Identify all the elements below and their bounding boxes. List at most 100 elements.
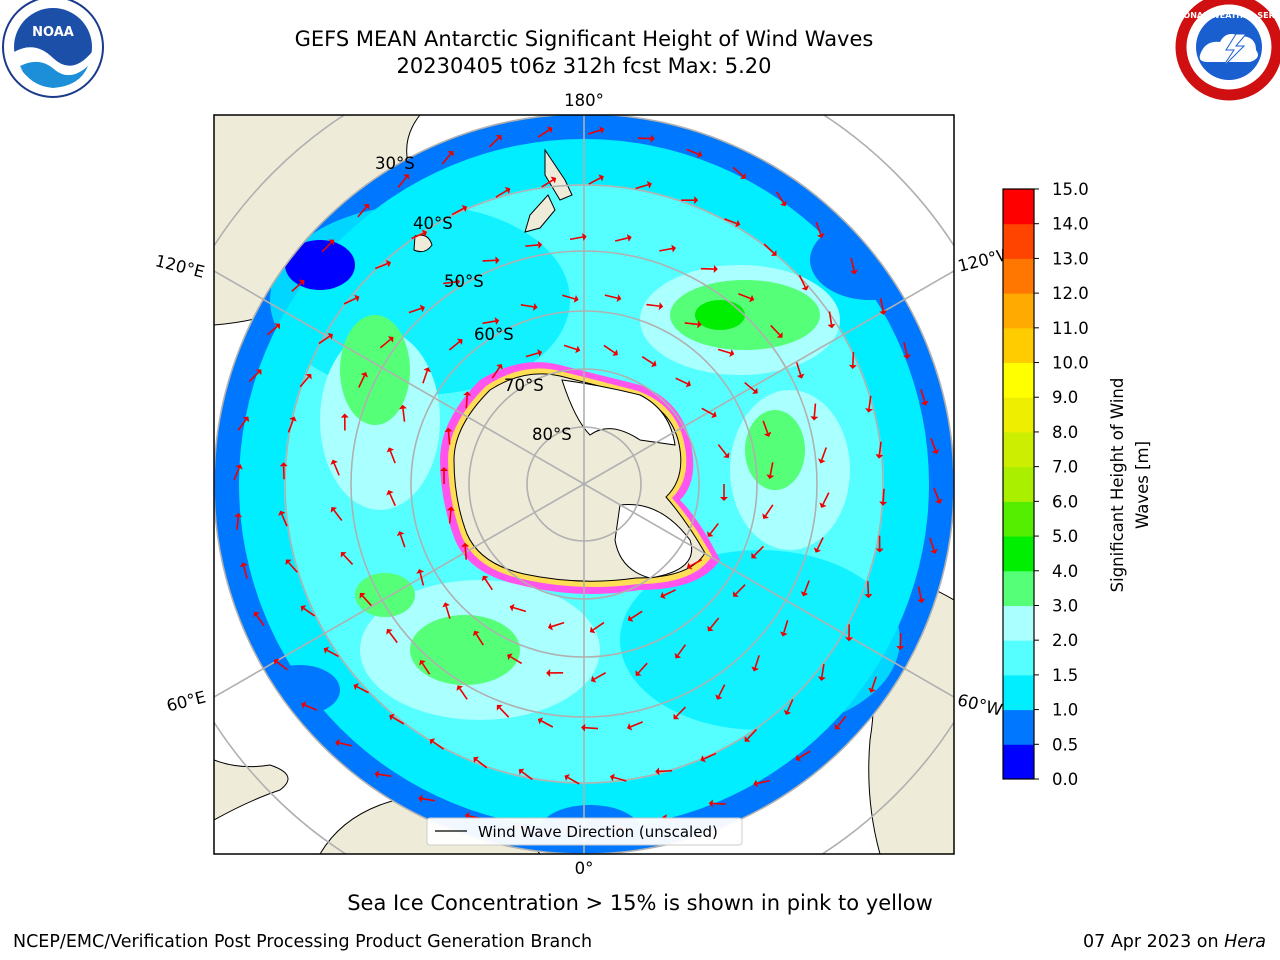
lon-label-60e: 60°E	[165, 687, 208, 715]
wave-arrow-shaft	[852, 352, 855, 366]
noaa-logo: NOAA	[2, 0, 104, 98]
wave-arrow-shaft	[613, 776, 627, 782]
colorbar-swatch	[1003, 466, 1034, 502]
wave-arrow-head	[627, 614, 634, 622]
wave-arrow-head	[903, 354, 911, 359]
wave-arrow-head	[403, 174, 410, 180]
wave-arrow-head	[274, 323, 281, 330]
wave-arrow-head	[279, 462, 288, 467]
lon-label-60w: 60°W	[956, 690, 1005, 719]
lat-label-60s: 60°S	[474, 325, 514, 344]
wave-arrow-shaft	[343, 554, 354, 565]
wave-arrow-head	[473, 756, 479, 763]
wave-arrow-shaft	[646, 303, 660, 307]
wave-arrow-head	[751, 666, 759, 672]
wave-arrow-shaft	[867, 581, 870, 595]
wave-arrow-shaft	[763, 243, 775, 254]
colorbar-tick-label: 2.0	[1052, 631, 1078, 650]
wave-arrow-head	[671, 244, 677, 253]
wave-arrow-shaft	[775, 191, 785, 204]
wave-arrow-head	[423, 367, 431, 373]
colorbar-tick-label: 10.0	[1052, 354, 1089, 373]
wave-arrow-shaft	[732, 166, 744, 177]
wave-arrow-head	[456, 338, 463, 345]
wave-arrow-shaft	[717, 444, 727, 456]
wave-arrow-head	[387, 336, 394, 343]
colorbar-tick-label: 8.0	[1052, 423, 1078, 442]
wave-arrow-shaft	[828, 311, 833, 325]
chart-title: GEFS MEAN Antarctic Significant Height o…	[294, 27, 874, 51]
wave-arrow-head	[360, 372, 368, 378]
wave-arrow-head	[374, 770, 380, 779]
wave-arrow-shaft	[735, 584, 746, 595]
wave-arrow-head	[875, 548, 884, 553]
wave-arrow-head	[740, 172, 746, 179]
wave-arrow-shaft	[786, 699, 794, 712]
wave-arrow-head	[707, 625, 714, 632]
wave-arrow-shaft	[929, 537, 935, 551]
wave-arrow-head	[447, 150, 454, 157]
wave-arrow-shaft	[540, 720, 554, 728]
wave-arrow-head	[723, 452, 730, 458]
colorbar: 0.0 0.5 1.0 1.5 2.0 3.0 4.0 5.0 6.0 7.0 8.0 9.0 10.0…	[1002, 180, 1089, 789]
wave-arrow-head	[455, 277, 461, 286]
wave-arrow-shaft	[459, 688, 468, 700]
wave-arrow-shaft	[357, 206, 367, 218]
wave-arrow-shaft	[569, 236, 583, 241]
wave-arrow-head	[694, 196, 699, 205]
footer-credit: NCEP/EMC/Verification Post Processing Pr…	[13, 932, 593, 952]
lat-label-80s: 80°S	[532, 425, 572, 444]
wave-arrow-head	[729, 349, 735, 357]
wave-arrow-shaft	[419, 572, 425, 586]
nws-logo: NATIONAL WEATHER SERVICE	[1163, 0, 1280, 101]
wave-arrow-head	[850, 269, 858, 275]
wave-arrow-head	[323, 646, 330, 654]
wave-arrow-head	[673, 713, 680, 720]
wave-arrow-head	[234, 512, 243, 518]
wave-arrow-shaft	[551, 621, 565, 628]
wave-arrow-head	[930, 548, 938, 554]
wave-arrow-head	[416, 568, 425, 574]
wave-arrow-head	[848, 364, 857, 370]
wave-arrow-head	[340, 413, 349, 418]
wave-arrow-shaft	[588, 177, 601, 185]
wave-arrow-head	[751, 552, 758, 559]
wave-arrow-head	[495, 135, 502, 141]
wave-arrow-head	[582, 233, 587, 241]
wave-arrow-head	[298, 279, 305, 286]
wave-arrow-shaft	[783, 619, 789, 633]
wave-arrow-head	[660, 591, 666, 599]
colorbar-swatch	[1003, 189, 1034, 225]
chart-subtitle: 20230405 t06z 312h fcst Max: 5.20	[396, 54, 772, 78]
colorbar-tick-label: 1.0	[1052, 701, 1078, 720]
wave-arrow-shaft	[318, 335, 331, 345]
wave-arrow-shaft	[521, 771, 533, 781]
wave-arrow-head	[635, 670, 642, 676]
wave-arrow-shaft	[562, 294, 576, 300]
nws-logo-text: NATIONAL WEATHER SERVICE	[1163, 11, 1280, 20]
wave-arrow-shaft	[868, 395, 872, 409]
wave-arrow-shaft	[701, 407, 714, 416]
wave-arrow-head	[305, 373, 312, 380]
wave-arrow-shaft	[510, 656, 523, 665]
wave-arrow-shaft	[488, 137, 500, 148]
colorbar-swatch	[1003, 431, 1034, 468]
wave-arrow-shaft	[356, 686, 369, 694]
wave-arrow-shaft	[402, 408, 406, 422]
colorbar-swatch	[1003, 709, 1034, 745]
wave-arrow-head	[330, 506, 338, 513]
new-zealand-north	[544, 148, 573, 201]
wave-arrow-shaft	[822, 492, 830, 505]
wave-arrow-shaft	[303, 607, 316, 617]
wave-arrow-head	[599, 126, 605, 134]
map-frame	[213, 114, 955, 855]
wave-arrow-head	[762, 513, 769, 519]
wave-arrow-shaft	[333, 509, 343, 521]
wave-arrow-head	[749, 294, 755, 303]
wave-arrow-head	[733, 591, 739, 597]
wave-arrow-shaft	[850, 257, 855, 271]
wave-arrow-head	[300, 605, 307, 612]
wave-arrow-head	[920, 400, 929, 406]
wave-arrow-head	[239, 562, 248, 568]
